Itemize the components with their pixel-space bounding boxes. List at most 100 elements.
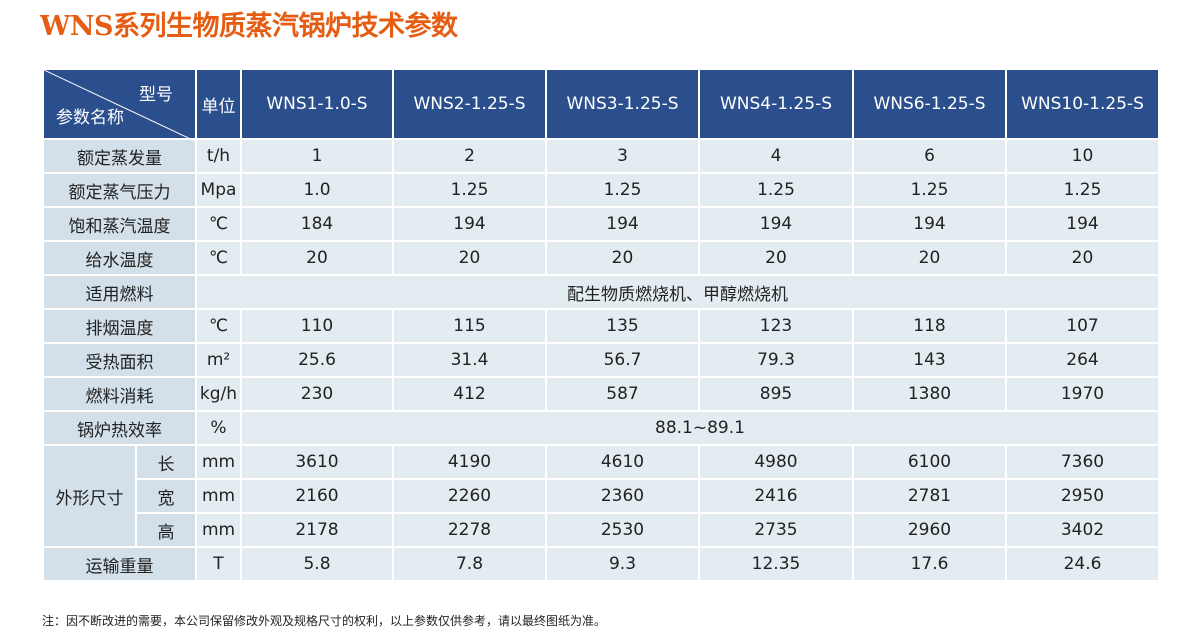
value: 4610: [545, 444, 700, 480]
value: 4980: [698, 444, 854, 480]
unit: %: [195, 410, 242, 446]
unit: T: [195, 546, 242, 582]
value: 20: [392, 240, 547, 276]
value: 194: [545, 206, 700, 242]
value: 1.25: [1005, 172, 1160, 208]
value: 20: [240, 240, 394, 276]
value: 2178: [240, 512, 394, 548]
corner-cell: 型号 参数名称: [42, 68, 197, 142]
value: 20: [1005, 240, 1160, 276]
value: 135: [545, 308, 700, 344]
data-row: 宽 mm 2160 2260 2360 2416 2781 2950: [43, 478, 1160, 514]
value: 895: [698, 376, 854, 412]
unit: mm: [195, 512, 242, 548]
header-row: 型号 参数名称 单位 WNS1-1.0-S WNS2-1.25-S WNS3-1.25-S…: [42, 68, 1160, 142]
param-name: 额定蒸发量: [42, 138, 197, 174]
unit: ℃: [195, 206, 242, 242]
value: 1: [240, 138, 394, 174]
param-name: 额定蒸气压力: [42, 172, 197, 208]
value: 1.25: [852, 172, 1007, 208]
param-name: 燃料消耗: [42, 376, 197, 412]
corner-top: 型号: [139, 85, 173, 105]
value: 123: [698, 308, 854, 344]
value: 1970: [1005, 376, 1160, 412]
unit: ℃: [195, 240, 242, 276]
value: 194: [392, 206, 547, 242]
sub-name: 长: [135, 444, 197, 480]
value: 1.25: [392, 172, 547, 208]
unit: mm: [195, 478, 242, 514]
value: 56.7: [545, 342, 700, 378]
value: 2950: [1005, 478, 1160, 514]
value: 5.8: [240, 546, 394, 582]
value: 1.25: [698, 172, 854, 208]
value: 7.8: [392, 546, 547, 582]
value: 2: [392, 138, 547, 174]
param-name: 锅炉热效率: [42, 410, 197, 446]
value: 2416: [698, 478, 854, 514]
data-row: 排烟温度 ℃ 110 115 135 123 118 107: [42, 308, 1160, 344]
spec-table: 型号 参数名称 单位 WNS1-1.0-S WNS2-1.25-S WNS3-1.25-S…: [42, 68, 1160, 582]
param-name: 适用燃料: [42, 274, 197, 310]
data-row: 受热面积 m² 25.6 31.4 56.7 79.3 143 264: [42, 342, 1160, 378]
value: 31.4: [392, 342, 547, 378]
unit: kg/h: [195, 376, 242, 412]
value: 3: [545, 138, 700, 174]
diagonal: [44, 70, 197, 142]
value: 2360: [545, 478, 700, 514]
unit: Mpa: [195, 172, 242, 208]
sub-name: 宽: [135, 478, 197, 514]
value: 9.3: [545, 546, 700, 582]
value: 10: [1005, 138, 1160, 174]
model-header: WNS3-1.25-S: [545, 68, 700, 140]
value: 2260: [392, 478, 547, 514]
data-row: 锅炉热效率% 88.1~89.1: [42, 410, 1160, 446]
model-header: WNS2-1.25-S: [392, 68, 547, 140]
model-header: WNS6-1.25-S: [852, 68, 1007, 140]
param-name: 受热面积: [42, 342, 197, 378]
value: 184: [240, 206, 394, 242]
value: 2530: [545, 512, 700, 548]
value: 1380: [852, 376, 1007, 412]
data-row: 饱和蒸汽温度 ℃ 184 194 194 194 194 194: [42, 206, 1160, 242]
value: 118: [852, 308, 1007, 344]
param-name: 排烟温度: [42, 308, 197, 344]
model-header: WNS1-1.0-S: [240, 68, 394, 140]
data-row: 高 mm 2178 2278 2530 2735 2960 3402: [43, 512, 1160, 548]
title: WNS系列生物质蒸汽锅炉技术参数: [40, 11, 458, 42]
value: 2960: [852, 512, 1007, 548]
value: 194: [698, 206, 854, 242]
value: 2278: [392, 512, 547, 548]
value: 2735: [698, 512, 854, 548]
data-row: 燃料消耗 kg/h 230 412 587 895 1380 1970: [42, 376, 1160, 412]
value: 1.25: [545, 172, 700, 208]
value: 587: [545, 376, 700, 412]
value: 412: [392, 376, 547, 412]
value: 12.35: [698, 546, 854, 582]
footnote: 注：因不断改进的需要，本公司保留修改外观及规格尺寸的权利，以上参数仅供参考，请以…: [42, 614, 607, 628]
value: 264: [1005, 342, 1160, 378]
value: 20: [545, 240, 700, 276]
param-name: 给水温度: [42, 240, 197, 276]
data-row: 适用燃料 配生物质燃烧机、甲醇燃烧机: [42, 274, 1160, 310]
value: 194: [1005, 206, 1160, 242]
value: 4190: [392, 444, 547, 480]
merged-value: 配生物质燃烧机、甲醇燃烧机: [195, 274, 1160, 310]
merged-value: 88.1~89.1: [240, 410, 1160, 446]
value: 107: [1005, 308, 1160, 344]
value: 143: [852, 342, 1007, 378]
value: 24.6: [1005, 546, 1160, 582]
value: 79.3: [698, 342, 854, 378]
param-name: 饱和蒸汽温度: [42, 206, 197, 242]
unit-header: 单位: [195, 68, 242, 140]
value: 115: [392, 308, 547, 344]
value: 6100: [852, 444, 1007, 480]
model-header: WNS4-1.25-S: [698, 68, 854, 140]
value: 110: [240, 308, 394, 344]
data-row: 额定蒸气压力 Mpa 1.0 1.25 1.25 1.25 1.25 1.25: [42, 172, 1160, 208]
group-name: 外形尺寸: [42, 444, 137, 548]
value: 20: [698, 240, 854, 276]
value: 25.6: [240, 342, 394, 378]
unit: ℃: [195, 308, 242, 344]
